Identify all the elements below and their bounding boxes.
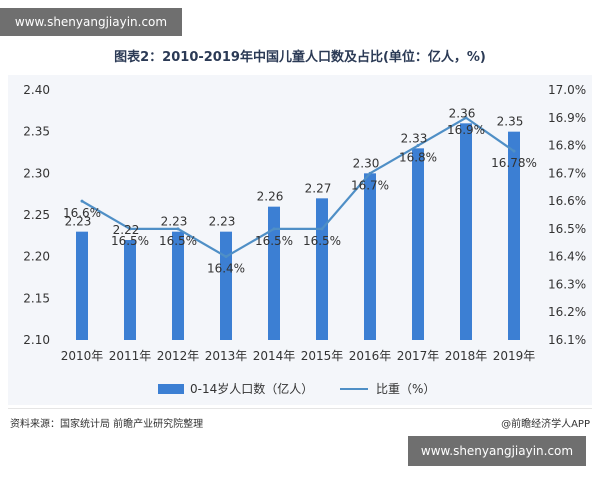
y-right-tick-label: 16.2%: [548, 305, 586, 319]
bar: [172, 231, 184, 340]
x-tick-label: 2010年: [61, 349, 104, 363]
legend-line-label: 比重（%）: [376, 382, 435, 396]
x-tick-label: 2014年: [253, 349, 296, 363]
bar-value-label: 2.33: [401, 131, 428, 145]
y-right-tick-label: 16.1%: [548, 333, 586, 347]
line-point: [224, 255, 228, 259]
bar-labels: 2.23 2.22 2.23 2.23 2.26 2.27 2.30 2.33 2.36 2.35: [65, 106, 524, 237]
bar-value-label: 2.35: [497, 115, 524, 129]
bar-line-chart: 2.102.152.202.252.302.352.40 16.1%16.2%1…: [23, 83, 586, 396]
bar-value-label: 2.26: [257, 190, 284, 204]
bar-value-label: 2.23: [161, 215, 188, 229]
line-point: [368, 171, 372, 175]
y-left-tick-label: 2.30: [23, 166, 50, 180]
brand-note: @前瞻经济学人APP: [501, 419, 590, 430]
bar-value-label: 2.23: [209, 215, 236, 229]
bar-value-label: 2.36: [449, 106, 476, 120]
y-left-tick-label: 2.20: [23, 250, 50, 264]
line-value-label: 16.6%: [63, 206, 101, 220]
x-tick-label: 2013年: [205, 349, 248, 363]
bar: [316, 198, 328, 340]
line-value-label: 16.9%: [447, 123, 485, 137]
footer: 资料来源：国家统计局 前瞻产业研究院整理 @前瞻经济学人APP: [8, 408, 592, 431]
x-tick-label: 2016年: [349, 349, 392, 363]
legend: 0-14岁人口数（亿人） 比重（%）: [158, 381, 435, 396]
x-tick-label: 2017年: [397, 349, 440, 363]
y-right-tick-label: 16.4%: [548, 250, 586, 264]
bar-value-label: 2.30: [353, 156, 380, 170]
line-value-label: 16.5%: [111, 234, 149, 248]
y-left-tick-label: 2.35: [23, 125, 50, 139]
bar: [508, 131, 520, 340]
legend-bar-label: 0-14岁人口数（亿人）: [190, 381, 313, 396]
bar-series: [76, 123, 520, 340]
bar: [76, 231, 88, 340]
x-tick-label: 2018年: [445, 349, 488, 363]
x-tick-label: 2015年: [301, 349, 344, 363]
watermark-top: www.shenyangjiayin.com: [0, 8, 182, 36]
y-left-tick-label: 2.15: [23, 291, 50, 305]
y-right-tick-label: 16.3%: [548, 277, 586, 291]
line-point: [80, 199, 84, 203]
chart-area: 2.10 2.15 2.20 2.25 2.30 2.35 2.40 16.1% 16.2% 1…: [8, 75, 592, 405]
x-tick-label: 2011年: [109, 349, 152, 363]
watermark-bottom: www.shenyangjiayin.com: [408, 436, 586, 466]
y-right-axis: 16.1% 16.2% 16.3% 16.4% 16.5% 16.6% 16.7% 16.8%…: [548, 83, 586, 347]
bar: [124, 240, 136, 340]
bar-value-label: 2.23: [65, 215, 92, 229]
line-point: [512, 149, 516, 153]
line-value-label: 16.7%: [351, 178, 389, 192]
line-point: [272, 227, 276, 231]
bar: [364, 173, 376, 340]
bar: [460, 123, 472, 340]
bar: [220, 231, 232, 340]
line-value-label: 16.8%: [399, 151, 437, 165]
line-value-label: 16.78%: [491, 156, 537, 170]
y-right-tick-label: 17.0%: [548, 83, 586, 97]
x-axis: 2010年 2011年 2012年 2013年 2014年 2015年 2016年 2017年…: [61, 349, 536, 363]
line-point: [464, 116, 468, 120]
line-path: [81, 116, 515, 258]
source-note: 资料来源：国家统计局 前瞻产业研究院整理: [10, 419, 204, 430]
y-right-tick-label: 16.5%: [548, 222, 586, 236]
line-series: [80, 116, 516, 259]
y-right-tick-label: 16.9%: [548, 111, 586, 125]
line-value-label: 16.5%: [303, 234, 341, 248]
line-point: [320, 227, 324, 231]
bar-value-label: 2.27: [305, 181, 332, 195]
chart-title: 图表2：2010-2019年中国儿童人口数及占比(单位：亿人，%): [114, 50, 486, 65]
bar: [268, 206, 280, 340]
bar-value-label: 2.22: [113, 223, 140, 237]
y-left-tick-label: 2.25: [23, 208, 50, 222]
line-point: [176, 227, 180, 231]
x-tick-label: 2019年: [493, 349, 536, 363]
y-left-axis: 2.10 2.15 2.20 2.25 2.30 2.35 2.40: [23, 83, 50, 347]
line-point: [128, 227, 132, 231]
y-right-tick-label: 16.8%: [548, 139, 586, 153]
y-left-tick-label: 2.10: [23, 333, 50, 347]
line-point: [416, 144, 420, 148]
y-right-tick-label: 16.7%: [548, 166, 586, 180]
line-value-label: 16.4%: [207, 262, 245, 276]
line-value-label: 16.5%: [255, 234, 293, 248]
y-right-tick-label: 16.6%: [548, 194, 586, 208]
line-labels: 16.6% 16.5% 16.5% 16.4% 16.5% 16.5% 16.7% 16.8%…: [63, 123, 537, 276]
y-left-tick-label: 2.40: [23, 83, 50, 97]
bar: [412, 148, 424, 340]
legend-bar-swatch: [158, 384, 184, 394]
line-value-label: 16.5%: [159, 234, 197, 248]
x-tick-label: 2012年: [157, 349, 200, 363]
